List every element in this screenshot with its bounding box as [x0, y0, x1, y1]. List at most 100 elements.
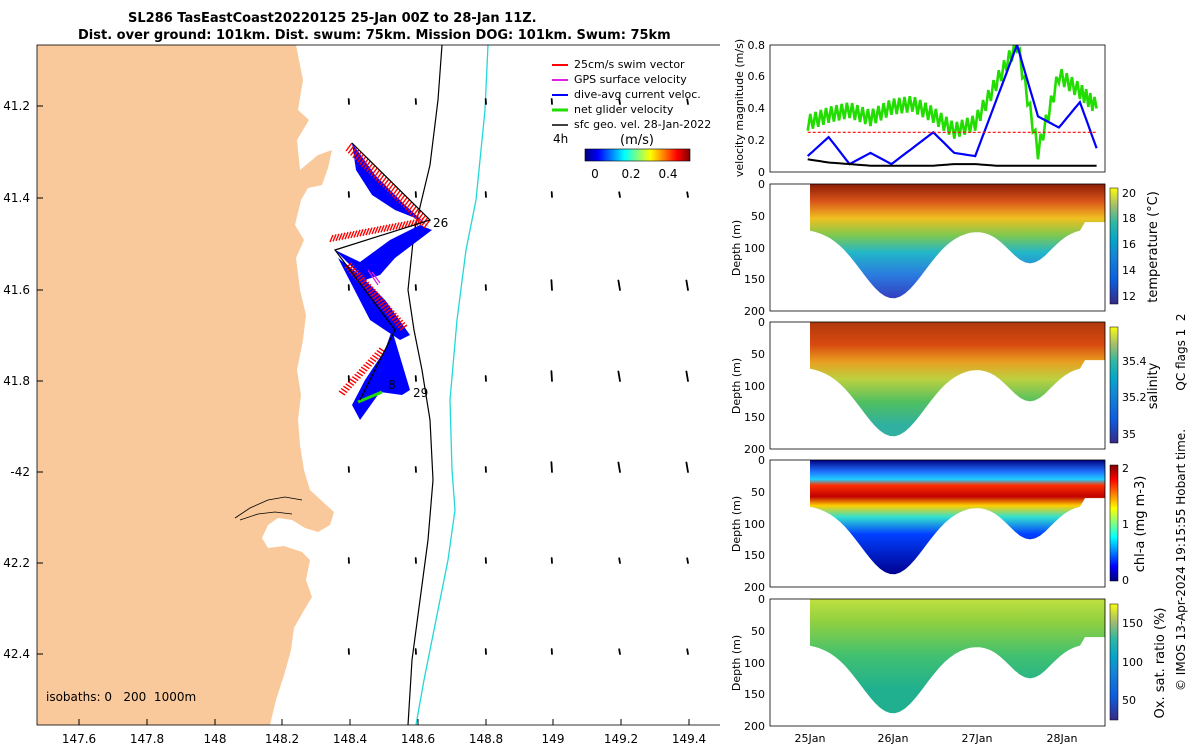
map-xtick: 148.6 — [401, 732, 435, 746]
current-fan — [352, 143, 430, 228]
depth-tick: 50 — [751, 625, 765, 638]
qc-flags: QC flags 1 2 — [1174, 313, 1188, 390]
cbar-label: salinity — [1146, 362, 1161, 409]
track-map: 26 29 8 147.6 147.8 148 148.2 148.4 148.… — [3, 44, 720, 746]
depth-tick: 200 — [744, 443, 765, 456]
speed-colorbar-tick: 0 — [591, 167, 599, 181]
title-line-2: Dist. over ground: 101km. Dist. swum: 75… — [78, 28, 671, 43]
swim-vectors — [338, 347, 386, 396]
depth-tick: 200 — [744, 720, 765, 733]
legend-gps: GPS surface velocity — [574, 73, 687, 86]
peninsula-outline — [234, 496, 303, 521]
chl-a-section — [810, 460, 1105, 575]
partial-label: 8 — [388, 378, 396, 392]
time-label: 4h — [553, 132, 568, 146]
velocity-series — [806, 45, 1098, 160]
date-tick: 26Jan — [878, 732, 909, 745]
cbar-tick: 150 — [1122, 617, 1143, 630]
section-fill — [810, 184, 1105, 299]
depth-tick: 0 — [758, 178, 765, 191]
depth-tick: 150 — [744, 549, 765, 562]
cbar-tick: 35.2 — [1122, 391, 1147, 404]
depth-tick: 50 — [751, 348, 765, 361]
map-ytick: 41.4 — [3, 191, 30, 205]
map-ytick: 42.2 — [3, 556, 30, 570]
map-ytick: -42 — [10, 465, 30, 479]
vel-ytick: 0.4 — [748, 102, 766, 115]
cbar-label: chl-a (mg m-3) — [1133, 476, 1148, 573]
map-ytick: 41.6 — [3, 283, 30, 297]
speed-colorbar — [584, 148, 691, 162]
map-xtick: 148.4 — [333, 732, 367, 746]
depth-tick: 100 — [744, 518, 765, 531]
depth-label: Depth (m) — [730, 496, 743, 552]
map-ytick: 41.2 — [3, 99, 30, 113]
temperature-colorbar: 20 18 16 14 12 temperature (°C) — [1109, 187, 1161, 305]
cbar-tick: 2 — [1122, 462, 1129, 475]
cbar-tick: 18 — [1122, 212, 1136, 225]
depth-tick: 50 — [751, 486, 765, 499]
cbar-tick: 35.4 — [1122, 355, 1147, 368]
date-tick: 25Jan — [795, 732, 826, 745]
depth-tick: 100 — [744, 242, 765, 255]
geostrophic-velocity-arrows — [347, 98, 689, 655]
cbar-tick: 35 — [1122, 428, 1136, 441]
cbar-tick: 14 — [1122, 264, 1136, 277]
depth-tick: 150 — [744, 411, 765, 424]
map-ytick: 41.8 — [3, 374, 30, 388]
map-xtick: 147.8 — [130, 732, 164, 746]
net-velocity — [357, 390, 383, 404]
depth-tick: 0 — [758, 593, 765, 606]
date-tick: 27Jan — [962, 732, 993, 745]
temperature-y-axis: 0 50 100 150 200 Depth (m) — [730, 178, 765, 318]
depth-tick: 0 — [758, 316, 765, 329]
vel-ytick: 0.8 — [748, 39, 766, 52]
map-ytick: 42.4 — [3, 647, 30, 661]
salinity-y-axis: 0 50 100 150 200 Depth (m) — [730, 316, 765, 456]
cbar-tick: 0 — [1122, 574, 1129, 587]
glider-track — [329, 142, 432, 420]
map-legend: 25cm/s swim vector GPS surface velocity … — [552, 58, 711, 181]
vel-ytick: 0.2 — [748, 134, 766, 147]
imos-credit: © IMOS 13-Apr-2024 19:15:55 Hobart time. — [1174, 429, 1188, 691]
depth-tick: 100 — [744, 380, 765, 393]
swim-vectors — [345, 142, 431, 229]
depth-label: Depth (m) — [730, 358, 743, 414]
oxygen-y-axis: 0 50 100 150 200 Depth (m) — [730, 593, 765, 733]
velocity-lines — [806, 45, 1098, 167]
chl-colorbar: 2 1 0 chl-a (mg m-3) — [1109, 462, 1148, 587]
legend-net: net glider velocity — [574, 103, 674, 116]
cbar-tick: 1 — [1122, 518, 1129, 531]
depth-tick: 100 — [744, 657, 765, 670]
section-fill — [810, 599, 1105, 714]
map-xtick: 148.8 — [469, 732, 503, 746]
cbar-tick: 100 — [1122, 656, 1143, 669]
profile-panels: 0 0.2 0.4 0.6 0.8 velocity magnitude (m/… — [730, 39, 1188, 745]
gps-vectors — [367, 269, 381, 286]
land-mass — [37, 45, 334, 725]
day-label-29: 29 — [413, 386, 428, 400]
speed-colorbar-tick: 0.2 — [621, 167, 640, 181]
depth-label: Depth (m) — [730, 635, 743, 691]
salinity-section — [810, 322, 1105, 437]
depth-tick: 200 — [744, 581, 765, 594]
swim-vectors — [344, 262, 408, 331]
colorbar-units: (m/s) — [620, 133, 654, 148]
cbar-tick: 50 — [1122, 694, 1136, 707]
time-x-axis: 25Jan 26Jan 27Jan 28Jan — [795, 732, 1078, 745]
isobath-1000m — [415, 45, 489, 725]
isobath-200m — [407, 45, 443, 725]
velocity-y-axis: 0 0.2 0.4 0.6 0.8 velocity magnitude (m/… — [733, 39, 765, 179]
oxygen-section — [810, 599, 1105, 714]
depth-tick: 150 — [744, 688, 765, 701]
depth-tick: 0 — [758, 454, 765, 467]
map-y-axis: 41.2 41.4 41.6 41.8 -42 42.2 42.4 — [3, 99, 43, 661]
velocity-series — [807, 158, 1097, 167]
cbar-label: Ox. sat. ratio (%) — [1153, 608, 1168, 719]
velocity-series — [806, 45, 1098, 166]
geo-arrows — [347, 98, 689, 655]
map-xtick: 149.4 — [672, 732, 706, 746]
legend-geo: sfc geo. vel. 28-Jan-2022 — [574, 118, 711, 131]
vel-ytick: 0 — [758, 166, 765, 179]
cbar-label: temperature (°C) — [1146, 191, 1161, 303]
